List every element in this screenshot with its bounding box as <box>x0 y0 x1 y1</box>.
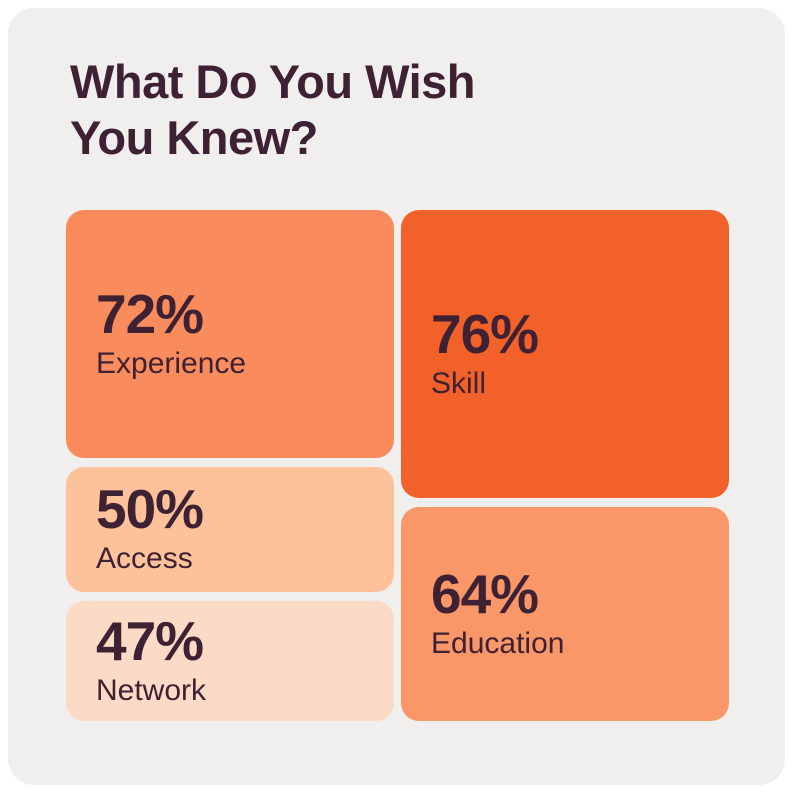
education-label: Education <box>431 626 565 660</box>
skill-value: 76% <box>431 302 539 365</box>
education-value: 64% <box>431 562 539 625</box>
treemap-block-skill: 76% Skill <box>401 210 729 498</box>
treemap-block-access: 50% Access <box>66 467 394 592</box>
network-label: Network <box>96 673 207 707</box>
experience-label: Experience <box>96 346 247 380</box>
treemap-block-education: 64% Education <box>401 507 729 721</box>
network-value: 47% <box>96 609 204 672</box>
skill-label: Skill <box>431 366 487 400</box>
access-label: Access <box>96 542 193 576</box>
treemap-block-experience: 72% Experience <box>66 210 394 458</box>
access-value: 50% <box>96 478 204 541</box>
experience-value: 72% <box>96 282 204 345</box>
chart-title: What Do You Wish You Knew? <box>70 55 475 164</box>
treemap-block-network: 47% Network <box>66 601 394 721</box>
infographic-card: What Do You Wish You Knew? 72% Experienc… <box>8 8 785 785</box>
